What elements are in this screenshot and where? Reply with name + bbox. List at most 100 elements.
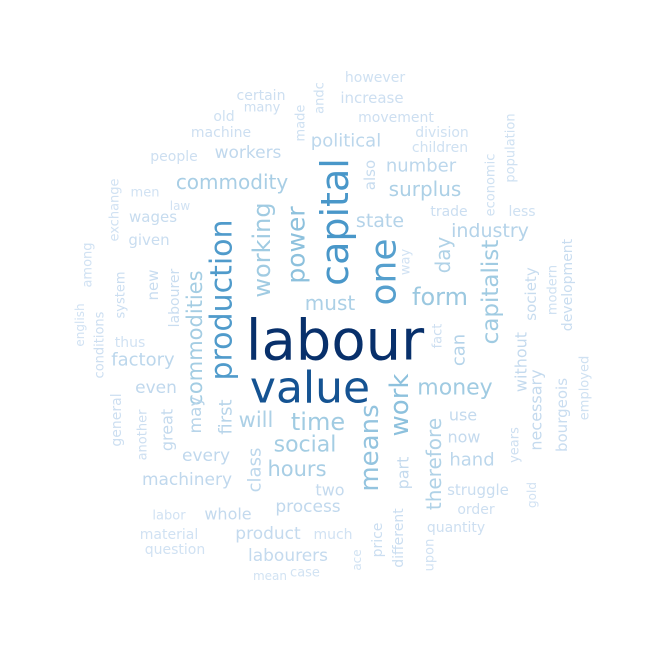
word-factory: factory xyxy=(111,350,175,371)
word-great: great xyxy=(158,409,177,451)
word-without: without xyxy=(512,332,531,392)
word-product: product xyxy=(235,524,301,544)
word-whole: whole xyxy=(204,505,251,524)
word-increase: increase xyxy=(340,89,403,107)
word-state: state xyxy=(356,210,404,232)
word-case: case xyxy=(290,566,320,581)
word-hours: hours xyxy=(267,457,326,481)
word-value: value xyxy=(250,363,370,414)
word-question: question xyxy=(145,542,205,558)
word-thus: thus xyxy=(115,335,146,351)
word-machinery: machinery xyxy=(142,470,232,490)
word-necessary: necessary xyxy=(527,369,546,450)
word-conditions: conditions xyxy=(93,311,108,378)
word-political: political xyxy=(311,131,381,152)
word-certain: certain xyxy=(237,88,286,104)
word-years: years xyxy=(508,427,523,463)
word-different: different xyxy=(391,508,407,568)
word-new: new xyxy=(144,269,162,300)
word-movement: movement xyxy=(358,110,434,126)
word-even: even xyxy=(135,378,177,398)
word-struggle: struggle xyxy=(447,481,509,499)
word-many: many xyxy=(244,101,281,116)
word-development: development xyxy=(560,238,576,331)
word-production: production xyxy=(205,219,240,380)
word-must: must xyxy=(305,291,356,315)
word-labor: labor xyxy=(152,509,186,524)
word-bourgeois: bourgeois xyxy=(553,378,571,452)
word-therefore: therefore xyxy=(422,418,446,510)
word-system: system xyxy=(114,272,129,319)
word-means: means xyxy=(355,404,385,491)
word-quantity: quantity xyxy=(427,520,485,536)
word-working: working xyxy=(248,202,276,297)
word-wages: wages xyxy=(129,208,177,226)
word-form: form xyxy=(412,283,468,311)
word-exchange: exchange xyxy=(108,178,123,241)
word-labourers: labourers xyxy=(248,546,328,566)
word-class: class xyxy=(245,448,266,493)
word-can: can xyxy=(449,334,470,366)
word-however: however xyxy=(345,70,405,86)
word-less: less xyxy=(508,204,535,220)
word-price: price xyxy=(370,523,386,558)
word-english: english xyxy=(73,303,87,346)
word-every: every xyxy=(182,446,230,466)
word-also: also xyxy=(361,160,379,190)
word-people: people xyxy=(150,149,197,165)
word-process: process xyxy=(275,497,340,517)
word-gold: gold xyxy=(525,482,539,508)
word-labourer: labourer xyxy=(167,268,183,327)
word-two: two xyxy=(315,481,344,500)
word-general: general xyxy=(109,393,125,446)
word-ace: ace xyxy=(350,549,364,570)
word-time: time xyxy=(291,408,345,436)
word-power: power xyxy=(282,206,311,284)
word-andc: andc xyxy=(313,82,328,114)
word-now: now xyxy=(447,428,480,447)
word-given: given xyxy=(128,231,169,249)
word-law: law xyxy=(170,199,191,213)
word-social: social xyxy=(274,433,337,458)
word-workers: workers xyxy=(215,143,282,163)
word-commodities: commodities xyxy=(183,270,207,405)
word-money: money xyxy=(417,376,492,401)
word-surplus: surplus xyxy=(389,177,462,201)
word-fact: fact xyxy=(431,324,446,349)
word-will: will xyxy=(239,408,274,432)
word-hand: hand xyxy=(449,450,494,471)
word-machine: machine xyxy=(191,125,251,141)
word-number: number xyxy=(386,156,457,177)
word-much: much xyxy=(313,527,352,543)
word-way: way xyxy=(399,249,414,276)
word-children: children xyxy=(412,140,468,156)
word-use: use xyxy=(449,406,477,425)
word-first: first xyxy=(216,399,237,434)
word-may: may xyxy=(186,396,206,433)
word-another: another xyxy=(136,409,151,460)
word-capitalist: capitalist xyxy=(478,240,504,345)
word-employed: employed xyxy=(578,356,593,420)
word-industry: industry xyxy=(451,220,529,242)
word-work: work xyxy=(385,374,415,437)
word-made: made xyxy=(294,105,309,142)
word-commodity: commodity xyxy=(176,170,289,194)
word-order: order xyxy=(457,502,495,518)
word-among: among xyxy=(81,242,96,287)
word-economic: economic xyxy=(484,154,499,217)
word-capital: capital xyxy=(313,158,357,286)
word-mean: mean xyxy=(253,569,287,583)
word-division: division xyxy=(415,125,469,141)
word-modern: modern xyxy=(546,265,561,315)
word-upon: upon xyxy=(423,539,438,572)
word-population: population xyxy=(504,113,519,182)
word-labour: labour xyxy=(246,309,425,374)
word-part: part xyxy=(394,457,413,490)
word-trade: trade xyxy=(430,204,467,220)
word-old: old xyxy=(213,109,234,125)
word-society: society xyxy=(522,267,540,321)
word-one: one xyxy=(364,239,405,306)
word-material: material xyxy=(140,527,198,543)
